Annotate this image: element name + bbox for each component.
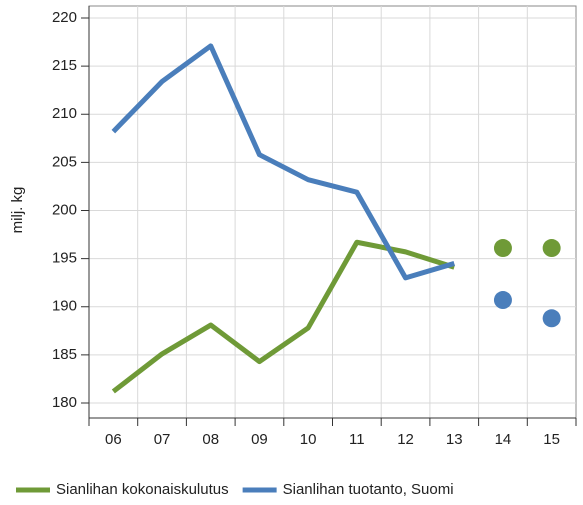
y-tick-label: 205 [52,153,77,170]
y-tick-label: 210 [52,105,77,122]
y-tick-label: 200 [52,201,77,218]
x-tick-label: 11 [349,431,365,448]
series-line [111,43,455,281]
y-tick-label: 190 [52,298,77,315]
forecast-point [542,239,561,258]
legend-label: Sianlihan kokonaiskulutus [56,481,229,498]
legend-label: Sianlihan tuotanto, Suomi [283,481,454,498]
forecast-point [493,291,512,310]
series-line [111,239,456,394]
x-tick-label: 07 [154,431,171,448]
x-tick-label: 12 [397,431,414,448]
x-tick-label: 14 [495,431,512,448]
x-tick-label: 08 [202,431,219,448]
y-tick-label: 215 [52,57,77,74]
y-tick-label: 185 [52,346,77,363]
x-tick-label: 10 [300,431,317,448]
y-axis-label: milj. kg [9,187,26,234]
y-tick-label: 195 [52,250,77,267]
y-tick-label: 220 [52,9,77,26]
x-tick-label: 09 [251,431,268,448]
y-tick-label: 180 [52,394,77,411]
forecast-point [542,309,561,328]
x-tick-label: 06 [105,431,122,448]
x-tick-label: 13 [446,431,463,448]
x-tick-label: 15 [543,431,560,448]
forecast-point [493,239,512,258]
